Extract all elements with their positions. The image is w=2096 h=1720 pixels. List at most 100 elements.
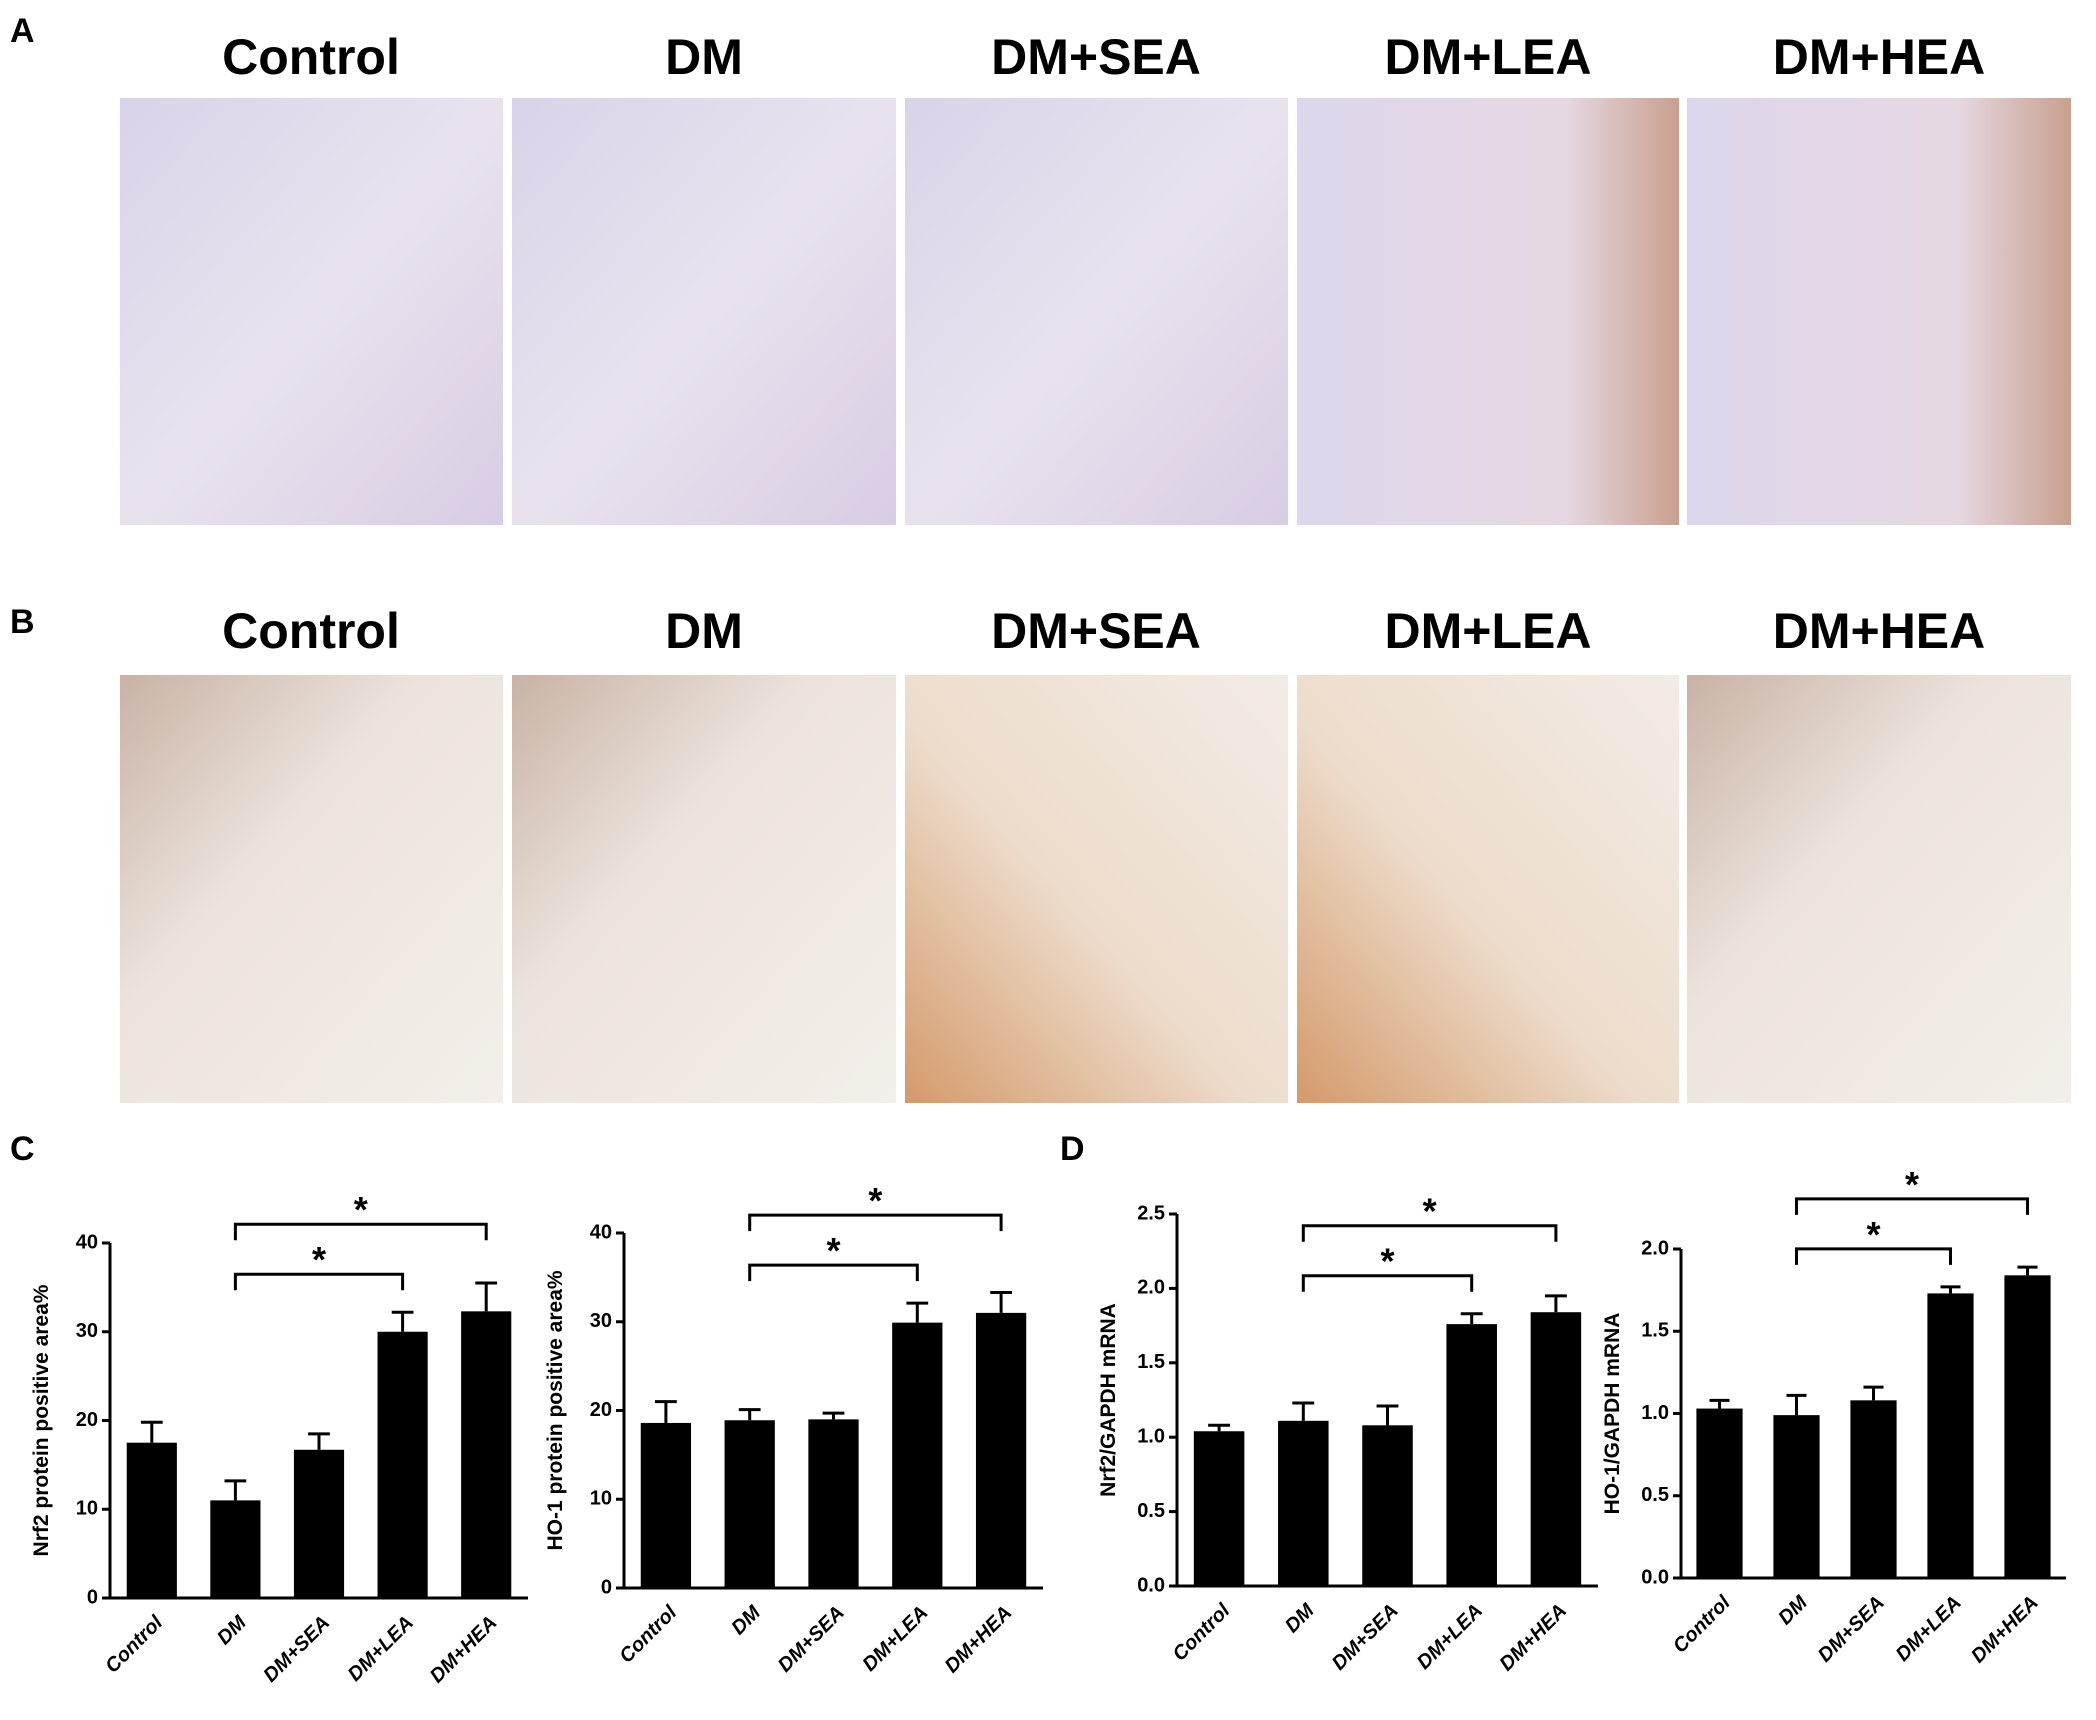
x-tick-label: DM+LEA [1892, 1592, 1966, 1666]
y-tick-label: 10 [590, 1488, 612, 1510]
y-tick-label: 2.0 [1641, 1237, 1669, 1259]
micrograph [120, 98, 503, 525]
panel-a-images [120, 98, 2071, 525]
significance-bracket [233, 1222, 488, 1241]
significance-label: * [1866, 1214, 1880, 1255]
bar [293, 1449, 345, 1598]
micrograph [905, 675, 1288, 1103]
bar [640, 1422, 692, 1588]
y-tick-label: 2.0 [1137, 1277, 1165, 1299]
significance-label: * [826, 1230, 840, 1271]
micrograph [120, 675, 503, 1103]
bar [892, 1322, 943, 1588]
x-tick-label: Control [615, 1601, 681, 1667]
image-title: DM+LEA [1385, 29, 1592, 85]
x-tick-label: Control [1169, 1599, 1235, 1665]
y-tick-label: 1.5 [1137, 1351, 1165, 1373]
significance-bracket [1795, 1247, 1952, 1265]
panel-label: B [10, 603, 35, 641]
significance-label: * [1380, 1241, 1394, 1282]
bar [1850, 1400, 1897, 1578]
y-tick-label: 40 [590, 1221, 612, 1243]
bar [1362, 1425, 1413, 1586]
significance-bracket [1301, 1224, 1558, 1242]
y-tick-label: 30 [76, 1320, 98, 1342]
micrograph [1297, 98, 1679, 525]
significance-label: * [354, 1189, 368, 1230]
significance-label: * [1905, 1164, 1919, 1205]
micrograph [905, 98, 1288, 525]
bar [1927, 1293, 1974, 1578]
image-title: DM [665, 603, 743, 659]
panel-label: C [10, 1130, 35, 1168]
panel-label: A [10, 12, 35, 50]
x-tick-label: DM+HEA [426, 1612, 502, 1688]
y-tick-label: 0.5 [1137, 1500, 1165, 1522]
x-tick-label: DM+SEA [774, 1602, 849, 1677]
image-title: DM [665, 29, 743, 85]
y-tick-label: 0.5 [1641, 1484, 1669, 1506]
y-tick-label: 2.5 [1137, 1202, 1165, 1224]
x-tick-label: Control [1669, 1591, 1735, 1657]
x-tick-label: DM+LEA [858, 1602, 932, 1676]
image-title: DM+HEA [1773, 29, 1986, 85]
image-title: Control [222, 29, 400, 85]
significance-bracket [1301, 1274, 1474, 1292]
x-tick-label: DM+HEA [1495, 1600, 1571, 1676]
y-tick-label: 20 [590, 1399, 612, 1421]
bar [1278, 1420, 1329, 1586]
micrograph [512, 675, 896, 1103]
bar [724, 1420, 775, 1588]
x-tick-label: DM+LEA [1413, 1600, 1487, 1674]
y-tick-label: 1.5 [1641, 1320, 1669, 1342]
x-tick-label: DM [727, 1601, 765, 1639]
significance-label: * [868, 1180, 882, 1221]
significance-bracket [748, 1213, 1003, 1232]
panel-b-images [120, 675, 2071, 1103]
bar [1193, 1431, 1245, 1586]
bar [2004, 1275, 2051, 1578]
significance-label: * [1423, 1191, 1437, 1232]
y-tick-label: 0 [87, 1586, 98, 1608]
x-tick-label: DM+SEA [259, 1612, 334, 1687]
bar [1446, 1324, 1497, 1586]
y-axis-label: HO-1/GAPDH mRNA [1601, 1313, 1624, 1515]
bar [377, 1331, 428, 1598]
y-axis-label: HO-1 protein positive area% [544, 1270, 567, 1550]
image-title: Control [222, 603, 400, 659]
significance-bracket [748, 1263, 919, 1282]
bar [1530, 1312, 1582, 1586]
image-title: DM+HEA [1773, 603, 1986, 659]
y-axis-label: Nrf2 protein positive area% [30, 1284, 53, 1556]
image-title: DM+SEA [991, 603, 1201, 659]
bar [975, 1312, 1027, 1588]
x-tick-label: DM [213, 1611, 251, 1649]
x-tick-label: DM+HEA [1967, 1592, 2043, 1668]
bar [126, 1442, 177, 1598]
y-tick-label: 30 [590, 1310, 612, 1332]
bar [1773, 1415, 1820, 1578]
y-tick-label: 1.0 [1137, 1425, 1165, 1447]
x-tick-label: DM+HEA [941, 1602, 1017, 1678]
x-tick-label: Control [101, 1611, 167, 1677]
micrograph [1297, 675, 1679, 1103]
significance-bracket [1795, 1197, 2029, 1215]
image-title: DM+SEA [991, 29, 1201, 85]
x-tick-label: DM [1774, 1591, 1812, 1629]
y-axis-label: Nrf2/GAPDH mRNA [1097, 1303, 1120, 1497]
y-tick-label: 0.0 [1137, 1574, 1165, 1596]
bar [808, 1419, 859, 1588]
x-tick-label: DM+LEA [344, 1612, 418, 1686]
x-tick-label: DM [1281, 1599, 1319, 1637]
y-tick-label: 20 [76, 1409, 98, 1431]
y-tick-label: 40 [76, 1231, 98, 1253]
image-title: DM+LEA [1385, 603, 1592, 659]
significance-bracket [233, 1272, 405, 1291]
x-tick-label: DM+SEA [1814, 1592, 1889, 1667]
y-tick-label: 0.0 [1641, 1566, 1669, 1588]
panel-label: D [1060, 1130, 1085, 1168]
micrograph [1687, 675, 2071, 1103]
significance-label: * [312, 1239, 326, 1280]
y-tick-label: 1.0 [1641, 1402, 1669, 1424]
